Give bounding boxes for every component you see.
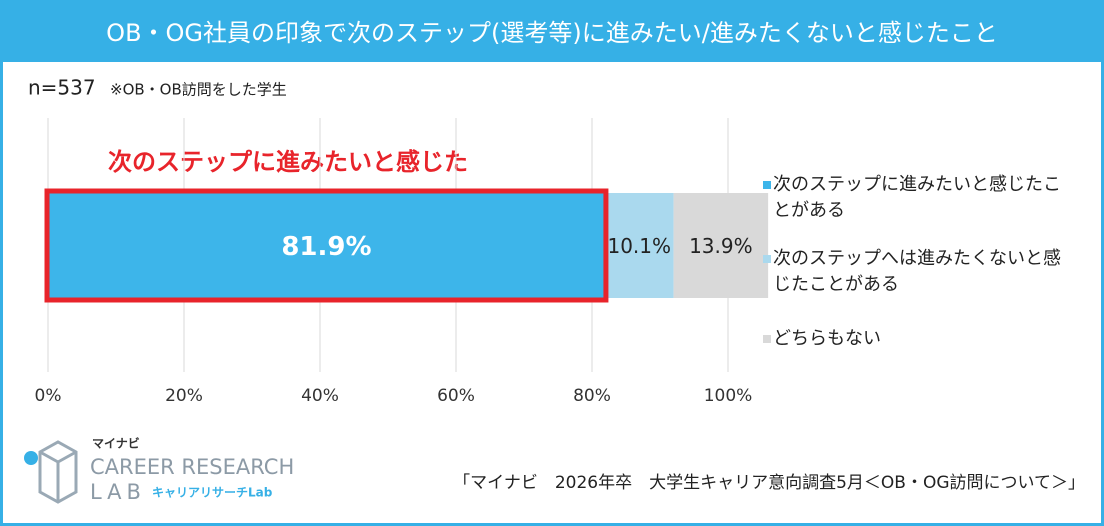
logo-text: LAB <box>90 480 146 504</box>
annotation: 次のステップに進みたいと感じた <box>108 148 468 176</box>
bar-segment <box>48 193 605 298</box>
note: ※OB・OB訪問をした学生 <box>110 81 287 99</box>
logo <box>24 440 78 504</box>
bar-segment <box>673 193 769 298</box>
x-tick-label: 100% <box>704 386 753 406</box>
x-tick-label: 40% <box>301 386 339 406</box>
legend-swatch <box>763 335 771 343</box>
value-label: 81.9% <box>281 232 371 262</box>
legend-swatch <box>763 255 771 263</box>
x-tick-label: 20% <box>165 386 203 406</box>
logo-shape <box>39 450 77 502</box>
legend-label: 次のステップへは進みたくないと感じたことがある <box>773 248 1061 295</box>
value-label: 13.9% <box>689 234 753 258</box>
x-tick-label: 0% <box>35 386 62 406</box>
legend-label: 次のステップに進みたいと感じたことがある <box>773 174 1061 221</box>
legend-label: どちらもない <box>773 328 881 349</box>
brand: マイナビ <box>92 436 140 451</box>
source: 「マイナビ 2026年卒 大学生キャリア意向調査5月＜OB・OG訪問について＞」 <box>453 473 1085 493</box>
chart-title: OB・OG社員の印象で次のステップ(選考等)に進みたい/進みたくないと感じたこと <box>106 19 998 47</box>
sample-size: n=537 <box>28 76 96 100</box>
logo-dot <box>24 451 38 465</box>
logo-shape <box>38 440 78 504</box>
legend-swatch <box>763 181 771 189</box>
bar-segment <box>604 193 674 298</box>
logo-sub: キャリアリサーチLab <box>152 486 273 500</box>
logo-text: CAREER RESEARCH <box>90 455 294 479</box>
x-tick-label: 60% <box>437 386 475 406</box>
header-bar <box>0 0 1104 62</box>
highlight-box <box>44 188 609 303</box>
value-label: 10.1% <box>607 234 671 258</box>
x-tick-label: 80% <box>573 386 611 406</box>
